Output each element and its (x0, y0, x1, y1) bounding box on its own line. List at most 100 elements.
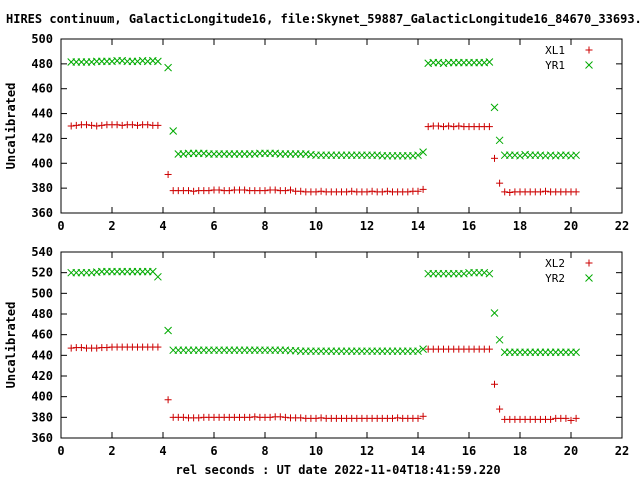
y-tick-label: 540 (31, 245, 53, 259)
y-tick-label: 380 (31, 181, 53, 195)
x-tick-label: 16 (462, 219, 476, 233)
data-point (215, 186, 223, 194)
data-point (547, 415, 555, 423)
data-point (128, 121, 136, 129)
legend-marker (585, 61, 593, 69)
data-point (419, 345, 427, 353)
data-point (414, 151, 422, 160)
x-tick-label: 16 (462, 444, 476, 458)
plot-frame (60, 251, 623, 439)
x-tick-label: 22 (615, 444, 629, 458)
data-point (261, 187, 269, 195)
x-tick-label: 12 (360, 444, 374, 458)
y-tick-label: 360 (31, 431, 53, 445)
data-point (414, 414, 422, 422)
legend-marker (585, 274, 593, 282)
data-point (312, 188, 320, 196)
data-point (495, 136, 504, 145)
x-tick-label: 10 (309, 219, 323, 233)
data-point (460, 269, 468, 278)
x-tick-label: 0 (57, 219, 64, 233)
y-tick-label: 400 (31, 156, 53, 170)
x-tick-label: 12 (360, 219, 374, 233)
series-yr2 (67, 267, 580, 357)
data-point (164, 326, 172, 335)
y-tick-label: 420 (31, 369, 53, 383)
x-tick-label: 2 (108, 219, 115, 233)
data-point (485, 58, 494, 66)
data-point (113, 121, 121, 129)
data-point (297, 187, 305, 195)
data-point (98, 121, 106, 129)
y-tick-label: 460 (31, 82, 53, 96)
data-point (343, 188, 351, 196)
y-tick-label: 460 (31, 328, 53, 342)
data-point (440, 123, 447, 131)
x-axis-label: rel seconds : UT date 2022-11-04T18:41:5… (175, 463, 500, 477)
data-point (312, 414, 320, 422)
data-point (179, 413, 187, 421)
data-point (516, 151, 524, 160)
data-point (506, 188, 514, 196)
data-point (271, 186, 279, 194)
y-tick-label: 500 (31, 286, 53, 300)
x-tick-label: 6 (210, 444, 217, 458)
data-point (450, 123, 458, 131)
data-point (394, 414, 402, 422)
x-tick-label: 14 (411, 219, 425, 233)
data-point (205, 187, 213, 195)
data-point (572, 188, 580, 196)
data-point (424, 123, 432, 131)
data-point (164, 170, 172, 178)
data-point (383, 187, 391, 195)
data-point (363, 188, 371, 196)
x-tick-label: 14 (411, 444, 425, 458)
x-tick-label: 18 (513, 444, 527, 458)
panel-2: 0 2 4 6 8 10 12 14 16 18 20 22 360 380 400 420 440 460 480… (4, 245, 629, 458)
chart-title: HIRES continuum, GalacticLongitude16, fi… (6, 12, 640, 27)
data-point (276, 413, 284, 421)
data-point (485, 123, 493, 131)
data-point (154, 272, 162, 281)
data-point (434, 122, 442, 130)
data-point (536, 188, 544, 196)
data-point (445, 122, 453, 130)
x-tick-label: 20 (564, 444, 578, 458)
data-point (83, 121, 90, 129)
panel-1: 0 2 4 6 8 10 12 14 16 18 20 22 360 380 400 420 440 460 480… (4, 32, 629, 233)
data-point (266, 413, 274, 421)
data-point (404, 188, 412, 196)
x-tick-label: 4 (159, 444, 166, 458)
data-point (491, 154, 498, 162)
data-point (67, 344, 75, 352)
data-point (190, 187, 198, 195)
x-tick-label: 8 (261, 219, 268, 233)
data-point (144, 121, 152, 129)
data-point (491, 380, 498, 388)
y-axis-label: Uncalibrated (4, 302, 18, 389)
data-point (103, 344, 111, 352)
series-xl1 (67, 121, 580, 196)
legend-marker (585, 259, 593, 267)
data-point (317, 414, 325, 422)
data-point (93, 344, 101, 352)
series-yr1 (67, 56, 580, 160)
data-point (88, 121, 96, 129)
x-tick-label: 10 (309, 444, 323, 458)
y-axis-label: Uncalibrated (4, 83, 18, 170)
data-point (419, 148, 427, 156)
data-point (485, 269, 494, 278)
legend-marker (585, 46, 593, 54)
y-tick-label: 440 (31, 107, 53, 121)
legend-label: YR1 (545, 59, 565, 72)
data-point (154, 343, 162, 351)
data-point (419, 185, 427, 193)
data-point (572, 151, 580, 160)
x-tick-label: 4 (159, 219, 166, 233)
data-point (225, 187, 233, 195)
x-tick-label: 0 (57, 444, 64, 458)
data-point (480, 268, 489, 277)
data-point (490, 309, 499, 317)
data-point (317, 187, 325, 195)
